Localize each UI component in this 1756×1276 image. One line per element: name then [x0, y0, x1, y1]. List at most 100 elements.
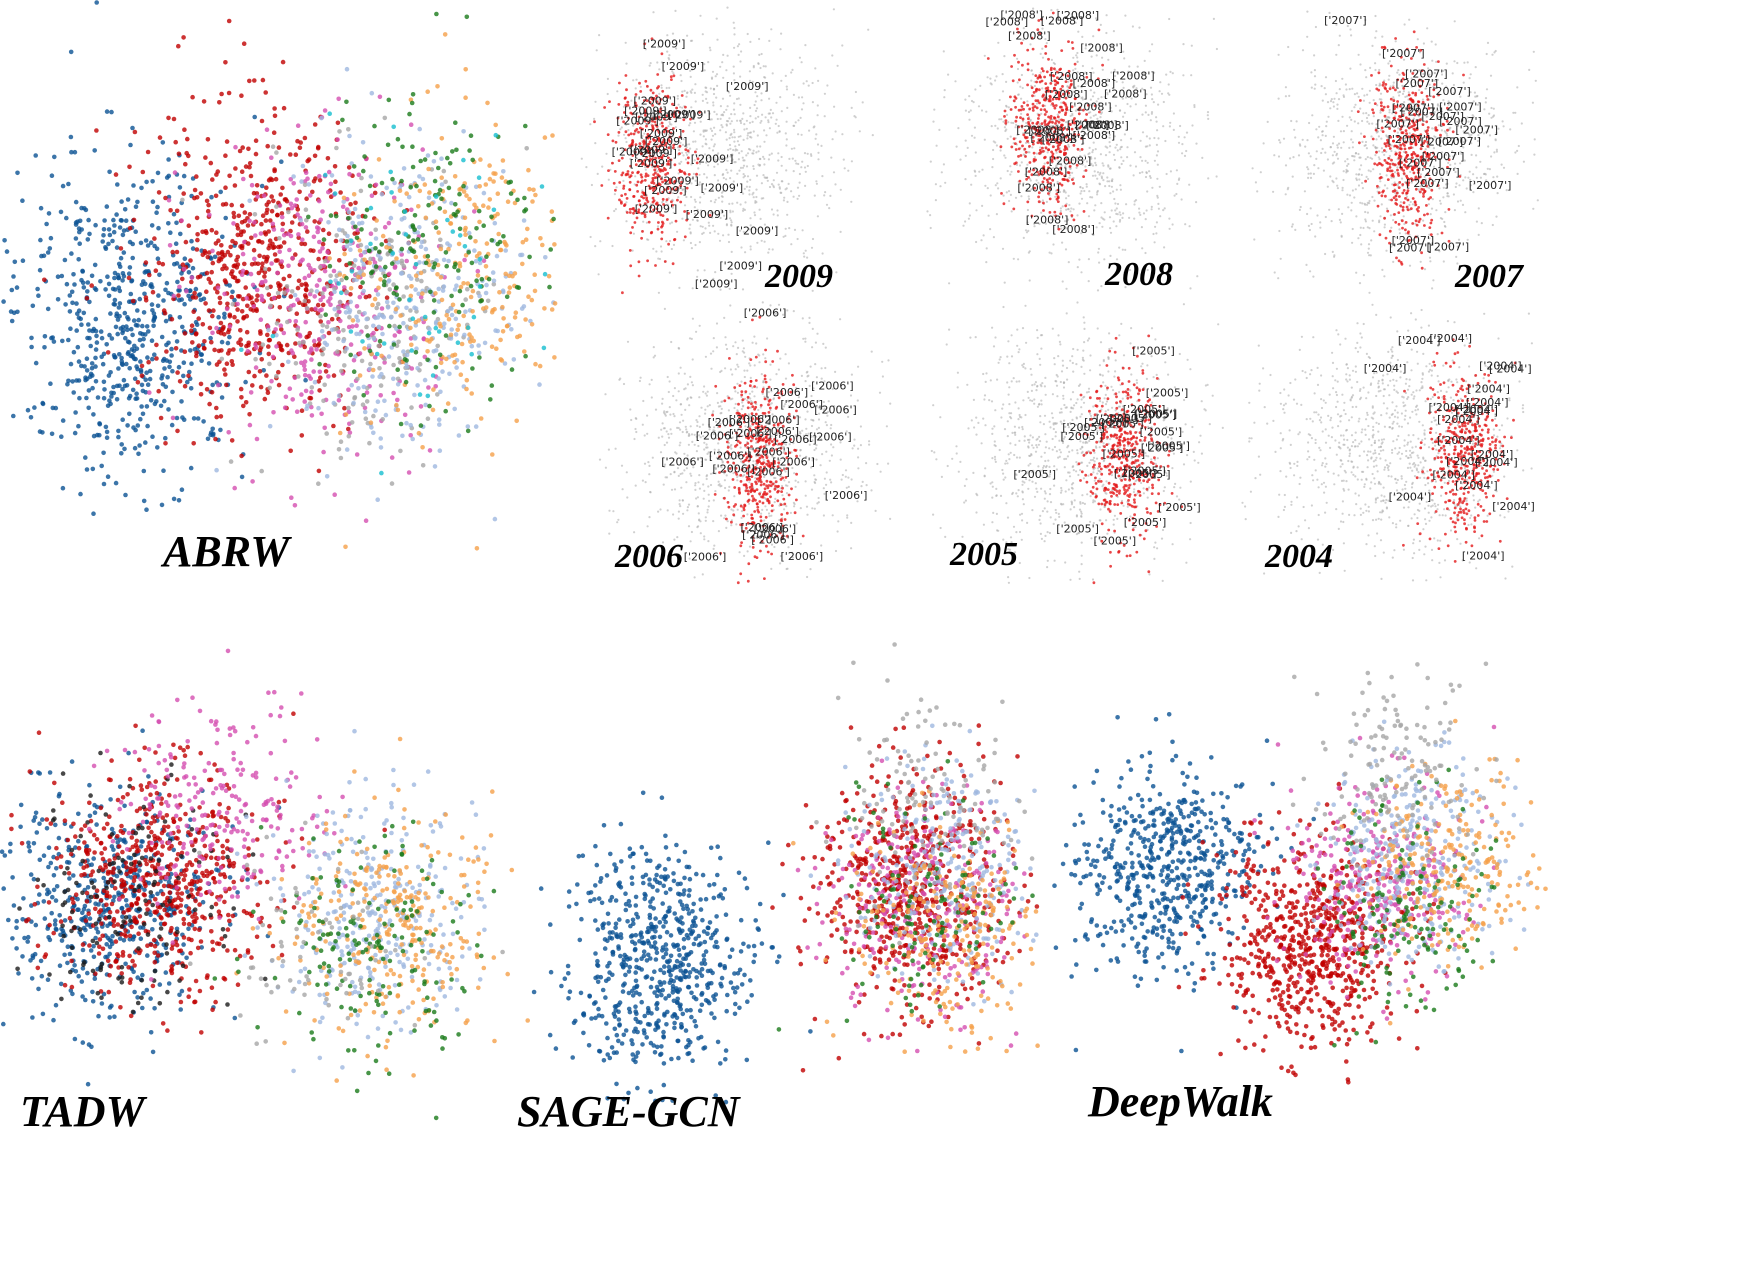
point-background — [649, 203, 653, 206]
point-red — [190, 94, 195, 100]
point-background — [729, 94, 732, 97]
point-background — [808, 129, 811, 132]
point-background — [746, 137, 749, 140]
point-lightblue — [304, 406, 309, 412]
point-highlight — [646, 164, 650, 168]
point-background — [705, 161, 708, 164]
point-background — [1108, 167, 1112, 170]
point-orange — [487, 197, 493, 202]
point-blue — [142, 281, 148, 287]
point-highlight — [670, 78, 673, 81]
point-orange — [481, 203, 486, 208]
point-background — [997, 187, 1000, 190]
point-highlight — [1041, 104, 1045, 108]
point-grey — [358, 188, 364, 194]
point-background — [715, 73, 719, 76]
point-background — [729, 177, 732, 180]
point-background — [732, 148, 735, 152]
point-blue — [125, 339, 131, 345]
point-background — [1124, 96, 1128, 99]
point-highlight — [1012, 99, 1016, 103]
point-highlight — [650, 181, 654, 185]
point-highlight — [656, 73, 660, 76]
point-background — [1025, 121, 1028, 125]
point-background — [1146, 161, 1149, 164]
point-highlight — [1065, 158, 1068, 162]
point-lightblue — [449, 312, 455, 318]
point-red — [217, 300, 223, 306]
point-cyan — [433, 194, 439, 199]
point-blue — [108, 401, 113, 407]
point-blue — [60, 338, 65, 344]
point-red — [229, 294, 235, 300]
point-background — [715, 17, 718, 20]
point-lightblue — [391, 300, 396, 306]
point-orange — [475, 273, 481, 278]
point-cyan — [417, 392, 423, 397]
point-highlight — [645, 124, 648, 128]
point-background — [858, 130, 861, 133]
point-lightblue — [353, 258, 358, 263]
point-cyan — [407, 297, 412, 303]
point-blue — [112, 223, 117, 228]
point-red — [233, 240, 238, 246]
point-orange — [357, 373, 363, 378]
point-background — [708, 46, 711, 49]
point-highlight — [653, 165, 657, 169]
point-background — [1009, 193, 1012, 196]
point-orange — [495, 191, 501, 196]
point-red — [235, 232, 241, 238]
point-blue — [155, 303, 161, 309]
point-grey — [463, 297, 469, 302]
point-red — [372, 190, 378, 196]
point-red — [348, 292, 353, 297]
point-background — [589, 235, 592, 239]
point-background — [1054, 195, 1057, 198]
point-orange — [404, 191, 410, 196]
point-highlight — [611, 139, 615, 143]
point-highlight — [611, 161, 614, 165]
point-background — [801, 160, 804, 163]
point-magenta — [249, 182, 255, 188]
point-red — [276, 369, 281, 375]
point-background — [737, 97, 740, 100]
point-red — [338, 190, 343, 195]
point-blue — [138, 416, 143, 422]
point-red — [202, 248, 208, 254]
point-red — [269, 177, 275, 183]
point-grey — [267, 361, 272, 367]
point-background — [974, 88, 977, 91]
point-background — [1007, 190, 1011, 193]
point-background — [977, 105, 981, 108]
point-background — [1162, 125, 1165, 128]
point-magenta — [301, 363, 307, 369]
year-point-label: ['2009'] — [635, 203, 678, 216]
point-highlight — [666, 94, 670, 98]
point-background — [709, 87, 712, 90]
point-highlight — [626, 173, 630, 176]
point-background — [760, 52, 763, 56]
point-background — [1002, 120, 1005, 123]
point-lightblue — [364, 316, 370, 322]
point-background — [1093, 91, 1096, 94]
point-blue — [91, 511, 96, 516]
point-lightblue — [415, 366, 420, 371]
point-green — [522, 195, 527, 201]
point-background — [794, 121, 797, 124]
point-background — [1015, 123, 1018, 126]
point-background — [613, 209, 616, 213]
point-background — [716, 38, 719, 41]
point-background — [806, 164, 809, 168]
point-blue — [117, 301, 123, 306]
point-background — [689, 75, 692, 78]
point-background — [1057, 160, 1060, 163]
point-red — [265, 390, 271, 396]
point-green — [359, 227, 364, 232]
point-red — [272, 168, 277, 174]
point-magenta — [292, 203, 298, 208]
point-background — [1017, 258, 1020, 261]
point-lightblue — [465, 424, 471, 429]
point-highlight — [603, 106, 606, 109]
point-background — [1121, 97, 1124, 100]
point-background — [986, 187, 989, 190]
